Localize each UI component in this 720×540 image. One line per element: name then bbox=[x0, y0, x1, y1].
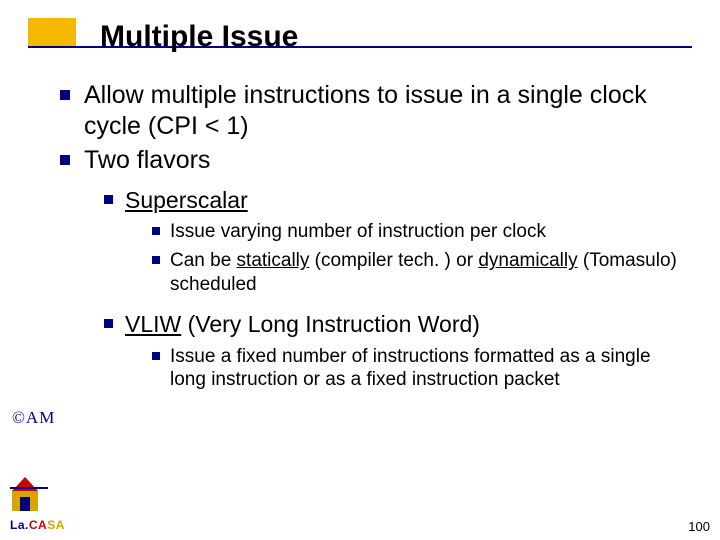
bullet-square-icon bbox=[152, 227, 160, 235]
underlined-term: Superscalar bbox=[125, 187, 248, 213]
slide-title: Multiple Issue bbox=[100, 20, 298, 54]
bullet-square-icon bbox=[152, 352, 160, 360]
bullet-text: Superscalar bbox=[125, 186, 248, 215]
footer-logo-area: La.CASA bbox=[10, 473, 65, 532]
bullet-square-icon bbox=[60, 90, 70, 100]
underlined-term: dynamically bbox=[478, 250, 577, 271]
slide: Multiple Issue Allow multiple instructio… bbox=[0, 0, 720, 540]
lacasa-text: La.CASA bbox=[10, 518, 65, 532]
slide-content: Allow multiple instructions to issue in … bbox=[60, 80, 680, 393]
bullet-text: Issue a fixed number of instructions for… bbox=[170, 345, 680, 391]
bullet-text: VLIW (Very Long Instruction Word) bbox=[125, 310, 480, 339]
underlined-term: statically bbox=[237, 250, 310, 271]
lacasa-sa: SA bbox=[47, 518, 65, 532]
bullet-square-icon bbox=[104, 319, 113, 328]
bullet-level-2: VLIW (Very Long Instruction Word) bbox=[104, 310, 680, 339]
text-fragment: (compiler tech. ) or bbox=[309, 250, 478, 271]
underlined-term: VLIW bbox=[125, 311, 181, 337]
lacasa-ca: CA bbox=[29, 518, 47, 532]
bullet-level-2: Superscalar bbox=[104, 186, 680, 215]
bullet-square-icon bbox=[104, 195, 113, 204]
bullet-text: Allow multiple instructions to issue in … bbox=[84, 80, 680, 141]
text-fragment: (Very Long Instruction Word) bbox=[181, 311, 480, 337]
bullet-level-3: Issue a fixed number of instructions for… bbox=[152, 345, 680, 391]
text-fragment: Can be bbox=[170, 250, 237, 271]
bullet-square-icon bbox=[60, 155, 70, 165]
decoration-orange-box bbox=[28, 18, 76, 46]
bullet-level-1: Two flavors bbox=[60, 145, 680, 176]
bullet-level-1: Allow multiple instructions to issue in … bbox=[60, 80, 680, 141]
bullet-square-icon bbox=[152, 256, 160, 264]
slide-number: 100 bbox=[688, 519, 710, 534]
lacasa-la: La. bbox=[10, 518, 29, 532]
bullet-text: Two flavors bbox=[84, 145, 210, 176]
bullet-text: Can be statically (compiler tech. ) or d… bbox=[170, 249, 680, 295]
bullet-text: Issue varying number of instruction per … bbox=[170, 220, 546, 243]
bullet-level-3: Can be statically (compiler tech. ) or d… bbox=[152, 249, 680, 295]
copyright-label: ©AM bbox=[12, 408, 55, 428]
lacasa-logo-icon bbox=[10, 473, 48, 513]
bullet-level-3: Issue varying number of instruction per … bbox=[152, 220, 680, 243]
